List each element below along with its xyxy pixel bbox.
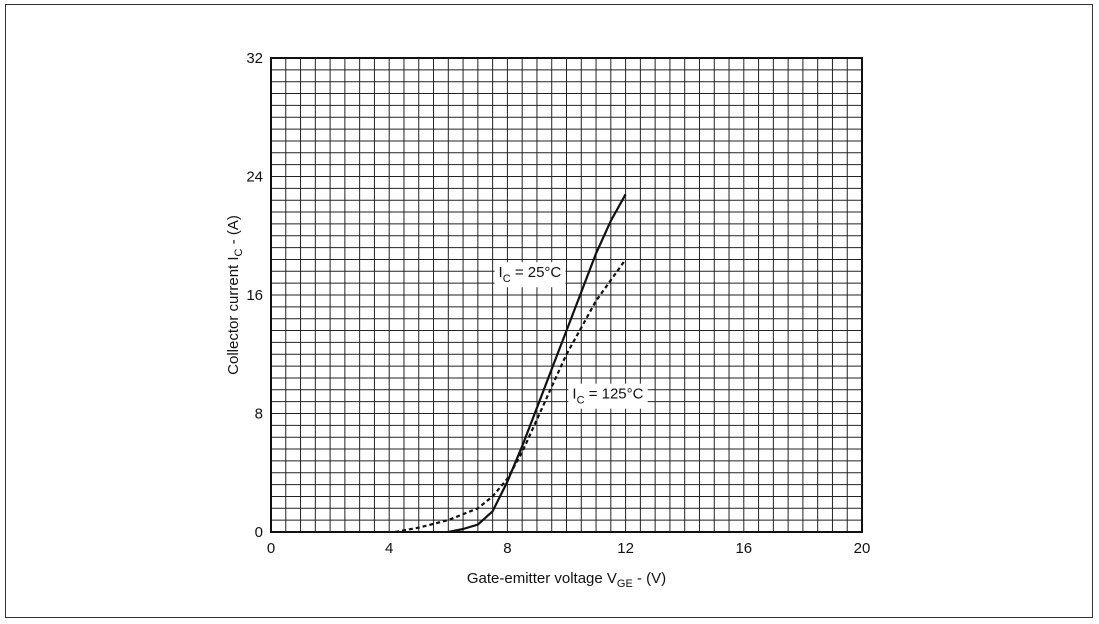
series-line-25C (448, 193, 627, 534)
y-tick-label: 8 (255, 406, 263, 423)
y-tick-label: 24 (246, 169, 263, 186)
annotation-label: IC = 25°C (494, 262, 566, 288)
x-axis-label: Gate-emitter voltage VGE - (V) (467, 570, 666, 590)
y-tick-label: 32 (246, 50, 263, 67)
annotation-value: = 125°C (585, 386, 644, 403)
annotation-prefix: I (499, 264, 503, 281)
y-tick-label: 0 (255, 524, 263, 541)
grid (271, 58, 862, 532)
y-axis-label-tail: - (A) (225, 215, 242, 248)
annotation-bg (494, 262, 566, 288)
annotation-sub: C (577, 395, 585, 407)
annotation-sub: C (503, 273, 511, 285)
y-axis-label-main: Collector current I (225, 256, 242, 374)
annotation-bg (568, 383, 648, 409)
annotation-label: IC = 125°C (568, 383, 648, 409)
tick-labels: 0 4 8 12 16 20 0 8 16 24 32 (246, 50, 870, 557)
annotation-value: = 25°C (511, 264, 562, 281)
annotation-text: IC = 25°C (499, 264, 562, 285)
annotation-text: IC = 125°C (572, 386, 643, 407)
annotation-prefix: I (572, 386, 576, 403)
plot-border (270, 57, 863, 533)
x-tick-label: 12 (617, 540, 634, 557)
x-axis-label-sub: GE (617, 578, 633, 590)
figure-frame (5, 4, 1093, 618)
y-tick-label: 16 (246, 287, 263, 304)
y-axis-label-sub: C (233, 248, 245, 256)
annotations: IC = 25°CIC = 125°C (494, 262, 648, 409)
x-tick-label: 20 (854, 540, 871, 557)
series-line-125C (394, 258, 627, 534)
x-tick-label: 4 (385, 540, 393, 557)
x-tick-label: 0 (267, 540, 275, 557)
x-tick-label: 16 (735, 540, 752, 557)
y-axis-label: Collector current IC - (A) (225, 215, 245, 375)
series-layer (394, 193, 627, 534)
x-tick-label: 8 (503, 540, 511, 557)
x-axis-label-main: Gate-emitter voltage V (467, 570, 617, 587)
x-axis-label-tail: - (V) (633, 570, 666, 587)
